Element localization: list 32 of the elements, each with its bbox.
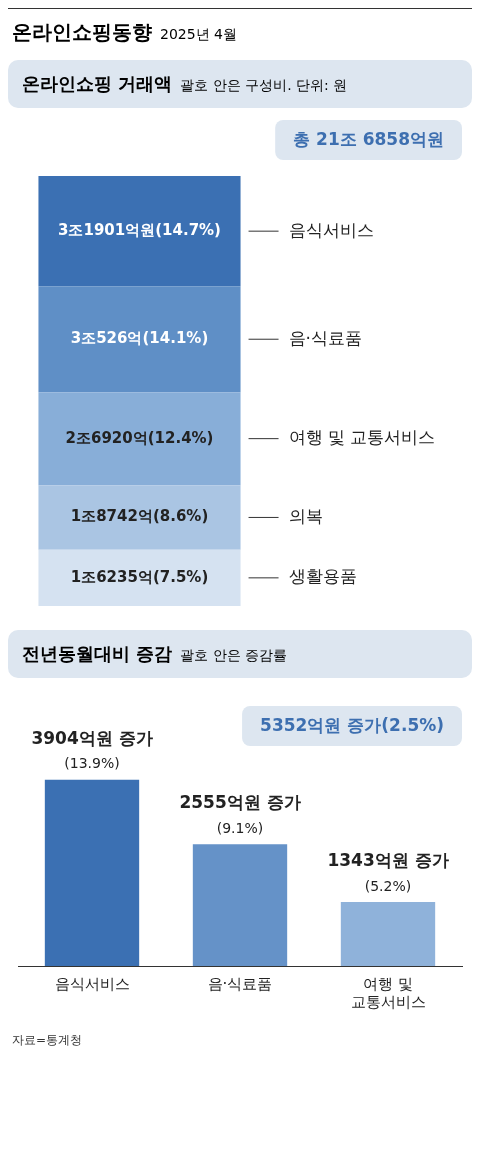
heading-panel: 전년동월대비 증감 괄호 안은 증감률: [8, 630, 472, 678]
bar: [38, 176, 241, 287]
data-label: 1343억원 증가 (5.2%): [327, 849, 449, 894]
x-tick-label: 음식서비스: [54, 974, 130, 993]
text: 자료=통계청: [11, 1032, 84, 1049]
chart-subtitle: 괄호 안은 증감률: [180, 647, 288, 663]
chart-subtitle: 괄호 안은 구성비. 단위: 원: [180, 77, 348, 93]
data-label: 3조1901억원(14.7%): [58, 221, 221, 240]
text: 5352억원 증가(2.5%): [260, 715, 444, 736]
text: 총 21조 6858억원: [293, 129, 444, 150]
text: 2025년 4월: [160, 26, 237, 42]
bar: [38, 286, 241, 393]
data-label: 2555억원 증가 (9.1%): [179, 792, 301, 836]
data-label: 3조526억(14.1%): [70, 329, 209, 348]
bar: [38, 485, 241, 550]
data-label: 1조8742억(8.6%): [70, 507, 209, 526]
text: 의복: [288, 505, 323, 526]
bar: [38, 392, 241, 486]
bar: [38, 549, 241, 606]
data-label: 1조6235억(7.5%): [70, 567, 209, 586]
text: 여행 및 교통서비스: [288, 427, 436, 448]
text: 음식서비스: [288, 219, 374, 240]
text: 음·식료품: [288, 327, 362, 348]
heading-panel: 온라인쇼핑 거래액 괄호 안은 구성비. 단위: 원: [8, 60, 472, 108]
x-tick-label: 음·식료품: [207, 974, 273, 993]
data-label: 2조6920억(12.4%): [65, 428, 214, 447]
chart-title: 전년동월대비 증감: [22, 643, 173, 664]
text: 생활용품: [288, 566, 357, 587]
data-label: 3904억원 증가 (13.9%): [31, 727, 153, 772]
chart-title: 온라인쇼핑 거래액: [22, 73, 173, 94]
text: 온라인쇼핑동향: [12, 20, 152, 44]
x-tick-label: 여행 및 교통서비스: [350, 974, 426, 1011]
